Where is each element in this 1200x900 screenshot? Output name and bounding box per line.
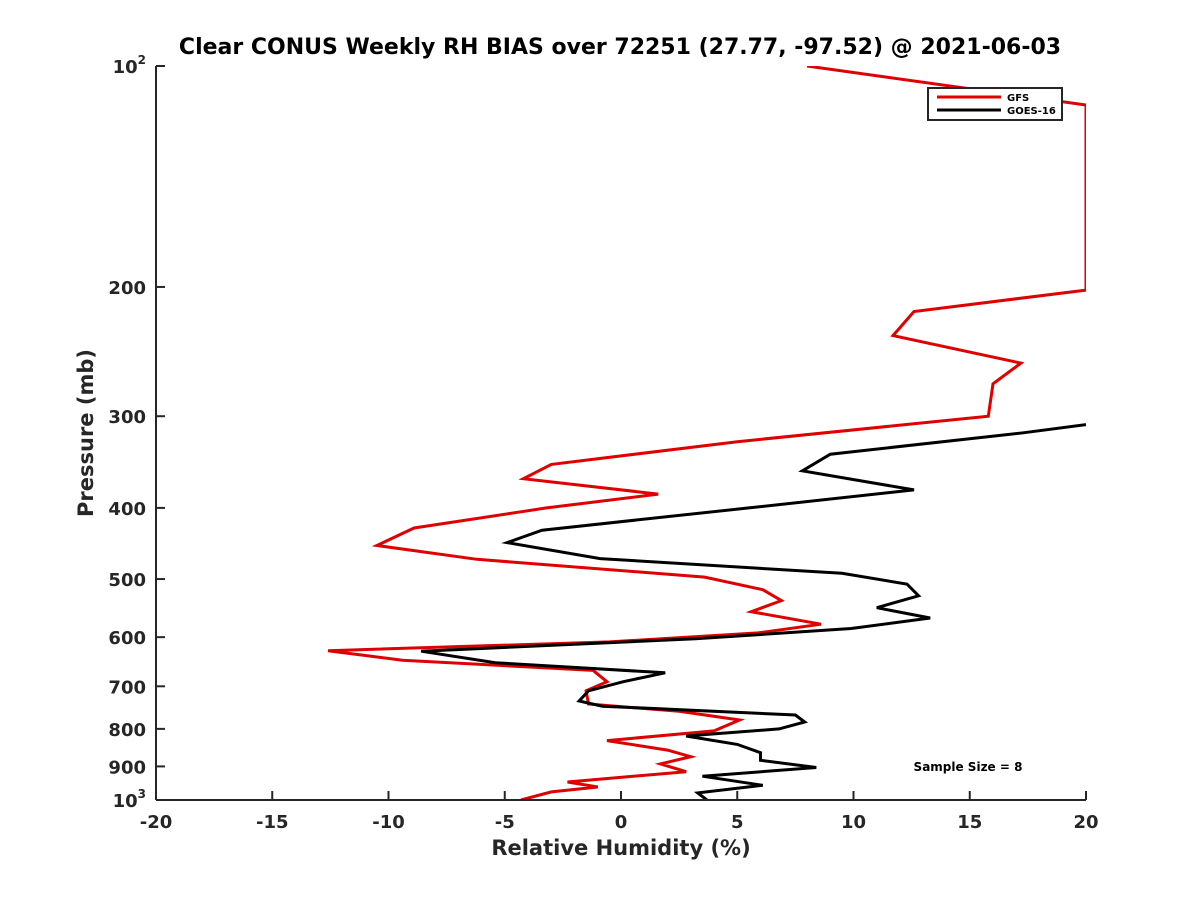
- series-layer: [327, 66, 1086, 800]
- y-tick-label: 102: [113, 53, 146, 78]
- x-axis-label: Relative Humidity (%): [491, 836, 750, 860]
- x-tick-label: 10: [841, 812, 866, 833]
- series-line-gfs: [327, 66, 1086, 800]
- legend-entry-label: GFS: [1007, 93, 1029, 104]
- legend-entry-label: GOES-16: [1007, 106, 1056, 117]
- y-tick-label: 600: [108, 628, 146, 649]
- y-tick-label: 103: [113, 787, 146, 812]
- y-tick-label: 900: [108, 757, 146, 778]
- y-tick-label: 300: [108, 407, 146, 428]
- x-tick-label: -5: [495, 812, 515, 833]
- y-tick-label: 500: [108, 570, 146, 591]
- chart-title: Clear CONUS Weekly RH BIAS over 72251 (2…: [179, 35, 1061, 60]
- legend: GFS GOES-16: [927, 87, 1063, 121]
- legend-box: [927, 87, 1063, 121]
- series-line-goes-16: [420, 423, 1086, 800]
- y-tick-label: 700: [108, 677, 146, 698]
- x-tick-label: -10: [372, 812, 405, 833]
- axes-layer: -20 -15 -10 -5 0 5 10 15 20 102 200 300 400 500 600 700…: [108, 53, 1098, 833]
- x-tick-label: 0: [615, 812, 628, 833]
- x-tick-label: -15: [256, 812, 289, 833]
- x-tick-label: 15: [957, 812, 982, 833]
- x-tick-label: -20: [140, 812, 173, 833]
- y-tick-label: 400: [108, 499, 146, 520]
- x-tick-label: 5: [731, 812, 744, 833]
- y-tick-label: 200: [108, 278, 146, 299]
- y-axis-label: Pressure (mb): [74, 349, 98, 517]
- x-tick-label: 20: [1073, 812, 1098, 833]
- y-tick-label: 800: [108, 720, 146, 741]
- sample-size-annotation: Sample Size = 8: [914, 760, 1023, 774]
